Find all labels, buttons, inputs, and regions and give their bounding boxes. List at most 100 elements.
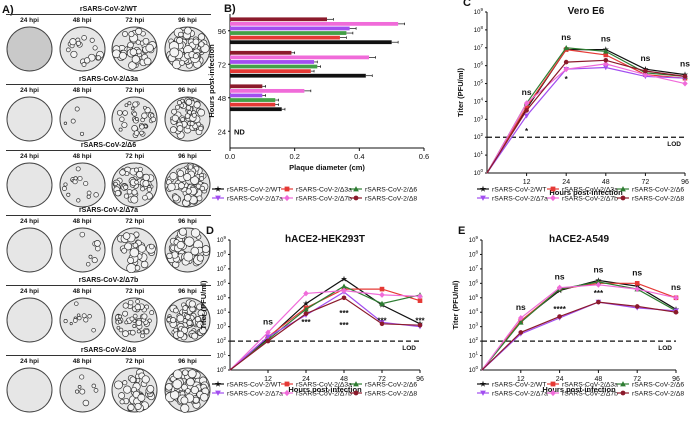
data-point bbox=[524, 108, 529, 113]
data-point bbox=[603, 48, 609, 54]
x-axis-title: Hours post-infection bbox=[549, 188, 623, 197]
y-axis-title: Titer (PFU/ml) bbox=[456, 67, 465, 117]
data-point bbox=[634, 281, 640, 286]
data-point bbox=[634, 304, 640, 309]
legend-entry: rSARS-CoV-2/Δ6 bbox=[365, 187, 417, 194]
y-tick-label: 48 bbox=[218, 94, 226, 103]
data-point bbox=[340, 275, 348, 282]
plaque-row-title: rSARS-CoV-2/Δ3a bbox=[6, 76, 211, 85]
timepoint-label: 72 hpi bbox=[125, 17, 145, 24]
plaque-row: rSARS-CoV-2/Δ3a 24 hpi 48 hpi 72 hpi 96 hpi bbox=[6, 76, 211, 147]
series-line bbox=[229, 297, 421, 371]
data-point bbox=[379, 321, 385, 327]
data-point bbox=[595, 279, 602, 285]
data-point bbox=[379, 286, 385, 292]
legend-entry: rSARS-CoV-2/Δ7a bbox=[492, 391, 548, 398]
data-point bbox=[642, 71, 649, 78]
significance-stars: *** bbox=[415, 316, 425, 325]
legend-marker bbox=[284, 194, 290, 202]
data-point bbox=[563, 45, 569, 51]
y-tick-label: 106 bbox=[217, 278, 227, 287]
timepoint-label: 72 hpi bbox=[125, 87, 145, 94]
x-tick-label: 72 bbox=[378, 376, 386, 383]
plaque-well-image bbox=[6, 367, 53, 413]
legend-entry: rSARS-CoV-2/Δ8 bbox=[365, 391, 417, 398]
y-tick-label: 103 bbox=[469, 322, 479, 331]
x-tick-label: 0.2 bbox=[289, 152, 299, 161]
data-point bbox=[341, 295, 347, 301]
significance-label: ns bbox=[561, 32, 571, 42]
nd-annotation: ND bbox=[234, 127, 245, 136]
timepoint-label: 24 hpi bbox=[20, 153, 39, 160]
x-tick-label: 12 bbox=[264, 376, 272, 383]
plaque-well-image bbox=[164, 367, 211, 413]
timepoint-label: 48 hpi bbox=[72, 17, 92, 24]
x-tick-label: 24 bbox=[302, 376, 310, 383]
timepoint-label: 72 hpi bbox=[125, 358, 145, 365]
legend-marker bbox=[550, 186, 556, 192]
data-point bbox=[634, 283, 641, 289]
bar bbox=[230, 21, 399, 26]
series-line bbox=[229, 278, 421, 371]
data-point bbox=[682, 80, 688, 87]
data-point bbox=[673, 294, 679, 301]
data-point bbox=[557, 314, 562, 319]
data-point bbox=[603, 58, 609, 63]
y-tick-label: 107 bbox=[474, 43, 484, 52]
timepoint-label: 96 hpi bbox=[178, 288, 197, 295]
y-tick-label: 106 bbox=[474, 61, 484, 70]
data-point bbox=[303, 306, 309, 312]
legend-entry: rSARS-CoV-2/Δ7a bbox=[492, 196, 548, 203]
legend-marker bbox=[479, 380, 487, 387]
x-axis-title: Hours post-infection bbox=[288, 385, 362, 394]
legend-marker bbox=[214, 380, 222, 387]
legend-entry: rSARS-CoV-2/Δ7b bbox=[562, 391, 618, 398]
legend-entry: rSARS-CoV-2/WT bbox=[492, 382, 546, 389]
significance-label: ns bbox=[640, 53, 650, 63]
legend-marker bbox=[284, 389, 290, 397]
plaque-well-image bbox=[59, 162, 106, 208]
data-point bbox=[603, 65, 609, 71]
plaque-row-title: rSARS-CoV-2/Δ8 bbox=[6, 347, 211, 356]
y-tick-label: 103 bbox=[217, 322, 227, 331]
plaque-row: rSARS-CoV-2/WT 24 hpi 48 hpi 72 hpi 96 hpi bbox=[6, 6, 211, 77]
y-tick-label: 104 bbox=[474, 96, 484, 105]
data-point bbox=[595, 281, 602, 288]
significance-label: ns bbox=[516, 302, 526, 312]
y-tick-label: 102 bbox=[217, 336, 227, 345]
data-point bbox=[265, 334, 271, 340]
plaque-row: rSARS-CoV-2/Δ7a 24 hpi 48 hpi 72 hpi 96 hpi bbox=[6, 207, 211, 278]
series-line bbox=[481, 281, 677, 371]
plaque-well-image bbox=[6, 297, 53, 343]
legend-entry: rSARS-CoV-2/Δ8 bbox=[632, 391, 684, 398]
lod-label: LOD bbox=[402, 345, 416, 352]
legend-entry: rSARS-CoV-2/WT bbox=[227, 187, 281, 194]
data-point bbox=[518, 319, 524, 325]
timepoint-label: 96 hpi bbox=[178, 17, 197, 24]
significance-stars: *** bbox=[377, 316, 387, 325]
y-tick-label: 109 bbox=[474, 7, 484, 16]
legend-marker bbox=[353, 381, 359, 387]
panel-b-label: B) bbox=[224, 3, 236, 15]
plaque-well-image bbox=[6, 162, 53, 208]
data-point bbox=[524, 104, 529, 110]
plaque-well-image bbox=[111, 227, 158, 274]
legend-entry: rSARS-CoV-2/WT bbox=[492, 187, 546, 194]
plaque-well-image bbox=[164, 297, 211, 343]
data-point bbox=[302, 300, 310, 307]
timepoint-label: 48 hpi bbox=[72, 153, 92, 160]
legend-entry: rSARS-CoV-2/WT bbox=[227, 382, 281, 389]
significance-label: ns bbox=[263, 316, 273, 326]
legend-marker bbox=[353, 195, 359, 201]
plaque-well-image bbox=[111, 367, 158, 413]
timepoint-label: 72 hpi bbox=[125, 288, 145, 295]
plaque-row-title: rSARS-CoV-2/Δ7b bbox=[6, 277, 211, 286]
timepoint-label: 24 hpi bbox=[20, 288, 39, 295]
x-tick-label: 96 bbox=[416, 376, 424, 383]
y-tick-label: 108 bbox=[474, 25, 484, 34]
timepoint-label: 48 hpi bbox=[72, 288, 92, 295]
bar bbox=[230, 107, 282, 112]
plaque-well-image bbox=[59, 367, 106, 413]
series-line bbox=[486, 63, 686, 174]
